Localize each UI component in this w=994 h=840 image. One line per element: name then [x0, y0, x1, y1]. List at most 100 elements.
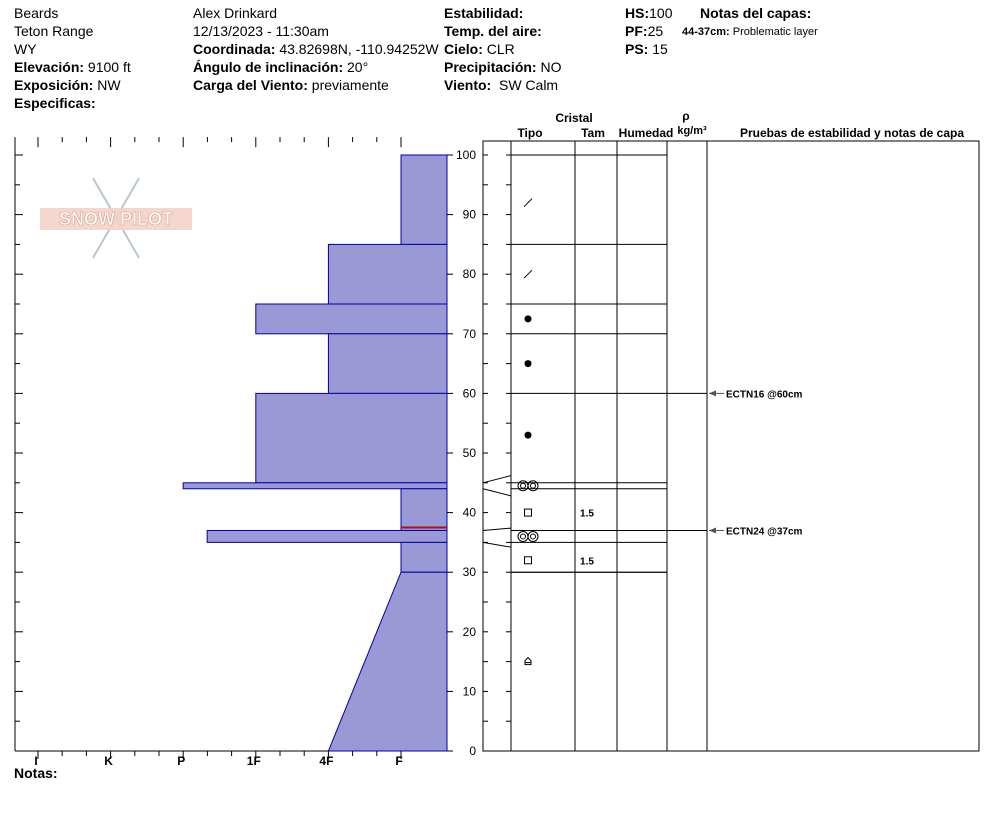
hardness-bar-1: [327, 243, 448, 305]
slope-value: 20°: [347, 59, 369, 75]
col-header-type: Tipo: [517, 126, 542, 140]
logo-band: [40, 208, 192, 230]
precip-label: Precipitación:: [444, 59, 537, 75]
layer-note-range: 44-37cm:: [682, 26, 730, 38]
coords-label: Coordinada:: [193, 41, 276, 57]
test-arrow-head: [709, 390, 716, 397]
location: Beards: [14, 5, 59, 21]
stability-test-label: ECTN24 @37cm: [726, 526, 803, 537]
specifics-label: Especificas:: [14, 95, 96, 111]
ps-value: 15: [652, 41, 668, 57]
precipitation: Precipitación: NO: [444, 58, 561, 76]
depth-hoar-icon: [524, 656, 532, 666]
aspect-value: NW: [97, 77, 121, 93]
melt-form-icon: [527, 480, 539, 492]
col-header-crystal: Cristal: [555, 111, 592, 125]
layer-notes-title: Notas del capas:: [700, 5, 812, 21]
height-tick-label: 30: [463, 565, 477, 579]
layer-connector: [482, 488, 512, 497]
elevation-label: Elevación:: [14, 59, 85, 75]
wind-value: SW Calm: [498, 77, 559, 93]
height-tick-label: 90: [463, 208, 477, 222]
aspect-label: Exposición:: [14, 77, 94, 93]
hardness-tick-label: 1F: [247, 754, 261, 768]
aspect: Exposición: NW: [14, 76, 121, 94]
hardness-tick-label: F: [395, 754, 402, 768]
ps: PS: 15: [625, 40, 668, 58]
wind-load-value: previamente: [311, 77, 389, 93]
melt-form-icon: [520, 482, 526, 489]
melt-form-icon: [517, 530, 529, 542]
hardness-tick-label: P: [177, 754, 185, 768]
sky-label: Cielo:: [444, 41, 483, 57]
rounded-grain-icon: [524, 431, 532, 439]
pf: PF:25: [625, 22, 663, 40]
precip-value: NO: [540, 59, 562, 75]
hardness-bar-6: [400, 488, 448, 529]
faceted-crystal-icon: [524, 556, 532, 565]
height-tick-label: 0: [469, 744, 476, 758]
notes-label: Notas:: [14, 765, 58, 781]
melt-form-icon: [530, 482, 536, 489]
logo-text: SNOW PILOT: [59, 209, 173, 229]
elevation-value: 9100 ft: [87, 59, 131, 75]
hs-label: HS:: [625, 5, 650, 21]
crystal-size-label: 1.5: [580, 509, 594, 520]
sky-value: CLR: [486, 41, 515, 57]
wind-label: Viento:: [444, 77, 492, 93]
hardness-bar-10: [327, 571, 448, 752]
hardness-bar-2: [255, 303, 448, 335]
col-header-moisture: Humedad: [619, 126, 674, 140]
observer: Alex Drinkard: [193, 5, 278, 21]
col-header-density-unit: kg/m³: [677, 125, 707, 137]
precipitation-particle-icon: [523, 269, 533, 279]
hardness-bar-4: [255, 392, 448, 484]
col-header-rho: ρ: [682, 109, 689, 123]
col-header-size: Tam: [581, 126, 605, 140]
height-tick-label: 10: [463, 684, 477, 698]
state: WY: [14, 41, 37, 57]
pf-label: PF:: [625, 23, 648, 39]
height-tick-label: 20: [463, 625, 477, 639]
rounded-grain-icon: [524, 360, 532, 368]
range: Teton Range: [14, 23, 94, 39]
melt-form-icon: [530, 533, 536, 540]
pf-value: 25: [647, 23, 664, 39]
hs-value: 100: [649, 5, 673, 21]
height-tick-label: 40: [463, 506, 477, 520]
sky: Cielo: CLR: [444, 40, 515, 58]
stability-label: Estabilidad:: [444, 5, 524, 21]
layer-connector: [482, 541, 512, 548]
hardness-tick-label: K: [104, 754, 113, 768]
coords-value: 43.82698N, -110.94252W: [279, 41, 439, 57]
crystal-size-label: 1.5: [580, 556, 594, 567]
slope-label: Ángulo de inclinación:: [193, 59, 344, 75]
height-tick-label: 100: [456, 148, 476, 162]
datetime: 12/13/2023 - 11:30am: [193, 23, 329, 39]
elevation: Elevación: 9100 ft: [14, 58, 131, 76]
hardness-bar-0: [400, 154, 448, 245]
height-tick-label: 50: [463, 446, 477, 460]
layer-connector: [482, 475, 512, 484]
air-temp-label: Temp. del aire:: [444, 23, 542, 39]
hs: HS:100: [625, 4, 672, 22]
melt-form-icon: [527, 530, 539, 542]
hardness-bar-3: [327, 333, 448, 394]
rounded-grain-icon: [524, 315, 532, 323]
slope: Ángulo de inclinación: 20°: [193, 58, 368, 76]
coordinates: Coordinada: 43.82698N, -110.94252W: [193, 40, 439, 58]
stability-test-label: ECTN16 @60cm: [726, 389, 803, 400]
wind-load-label: Carga del Viento:: [193, 77, 308, 93]
wind-load: Carga del Viento: previamente: [193, 76, 389, 94]
layer-note: 44-37cm: Problematic layer: [682, 23, 818, 41]
wind: Viento: SW Calm: [444, 76, 558, 94]
melt-form-icon: [517, 480, 529, 492]
hardness-tick-label: I: [34, 754, 37, 768]
ps-label: PS:: [625, 41, 649, 57]
hardness-bar-5: [182, 482, 448, 490]
layer-note-text: Problematic layer: [732, 26, 818, 38]
hardness-tick-label: 4F: [319, 754, 333, 768]
hardness-bar-8: [206, 529, 448, 543]
melt-form-icon: [520, 533, 526, 540]
